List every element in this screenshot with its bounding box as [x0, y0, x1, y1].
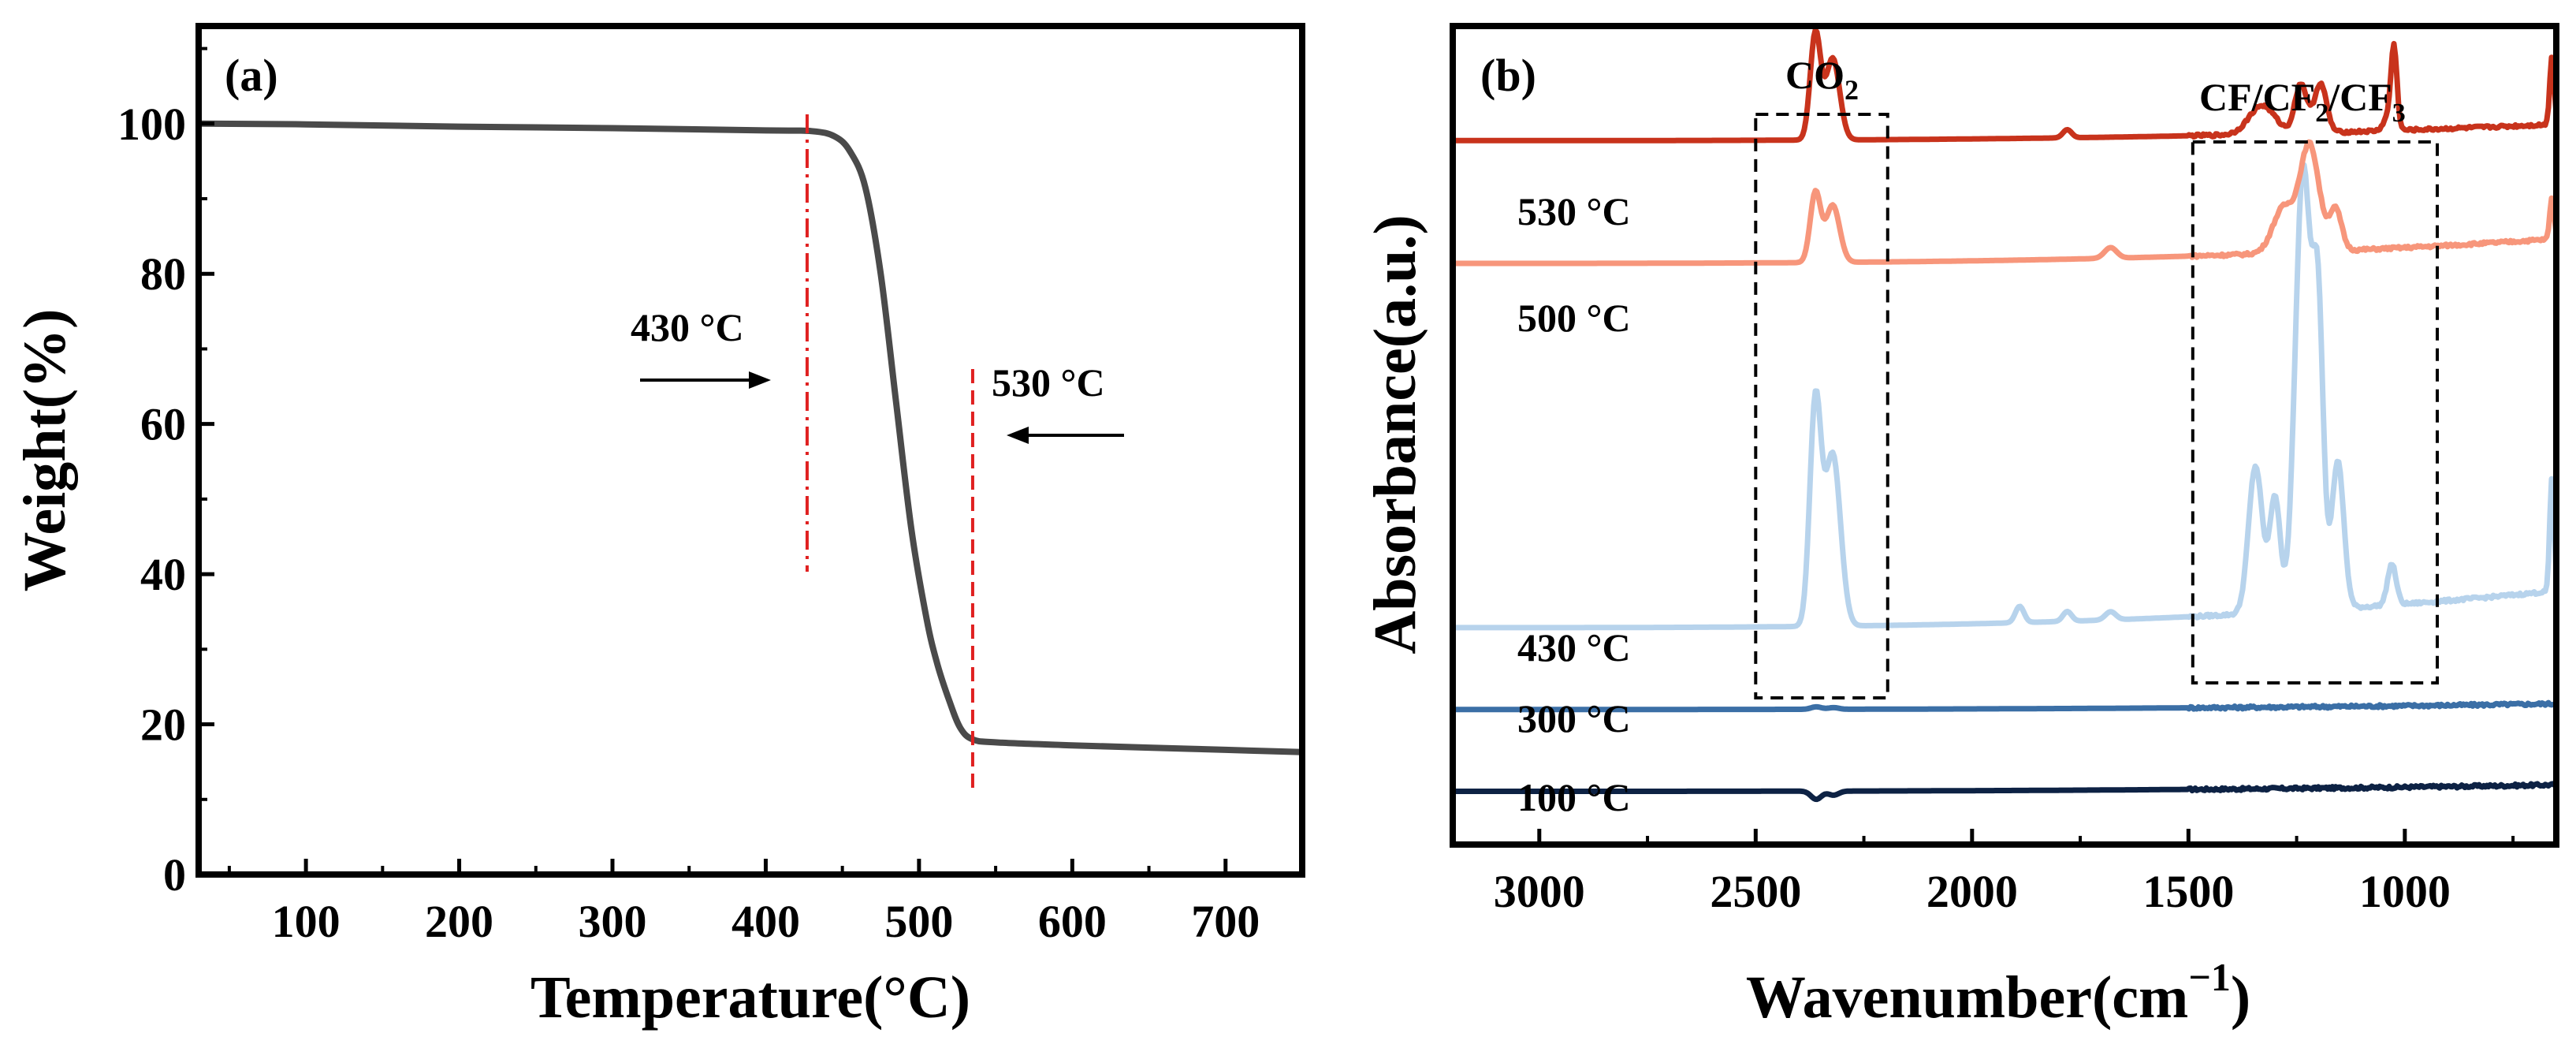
series-label-100: 100 °C: [1517, 775, 1631, 819]
spectrum-line: [1451, 781, 2559, 803]
series-label-500: 500 °C: [1517, 296, 1631, 340]
annotation-430: 430 °C: [631, 305, 744, 349]
spectrum-line: [1451, 139, 2559, 267]
series-label-530: 530 °C: [1517, 189, 1631, 233]
spectrum-line: [1451, 162, 2559, 631]
panel-b-curve-layer: [1451, 27, 2559, 803]
y-tick-label: 0: [163, 849, 186, 901]
y-tick-label: 100: [117, 99, 186, 150]
y-tick-label: 60: [140, 399, 186, 450]
panel-b-y-axis-title: Absorbance(a.u.): [1362, 214, 1428, 654]
panel-b-x-ticks: 3000 2500 2000 1500 1000: [1494, 829, 2451, 917]
annotation-530: 530 °C: [992, 360, 1105, 405]
panel-b-frame: [1450, 23, 2559, 848]
panel-a-minor-ticks: [199, 47, 1304, 875]
series-label-430: 430 °C: [1517, 625, 1631, 669]
region-box: [2191, 140, 2440, 684]
panel-b-dashed-boxes: [1754, 113, 2440, 699]
panel-a-y-axis-title: Weight(%): [12, 309, 78, 592]
x-tick-label: 1000: [2359, 866, 2451, 917]
x-tick-label: 600: [1038, 896, 1107, 947]
panel-a-y-ticks: 0 20 40 60 80 100: [117, 99, 214, 901]
x-tick-label: 500: [884, 896, 953, 947]
panel-b-label: (b): [1480, 50, 1536, 101]
panel-a-x-axis-title: Temperature(°C): [530, 964, 970, 1031]
series-label-300: 300 °C: [1517, 696, 1631, 740]
panel-a-tga: 100 200 300 400 500 600 700 0 20 40 60 80 100 (a) T…: [12, 23, 1305, 1031]
x-tick-label: 2500: [1710, 866, 1801, 917]
y-tick-label: 40: [140, 549, 186, 600]
cf-label: CF/CF2/CF3: [2199, 75, 2406, 128]
spectrum-line: [1451, 699, 2558, 713]
x-tick-label: 100: [272, 896, 341, 947]
panel-a-curve-layer: [198, 120, 1303, 755]
panel-b-x-axis-title: Wavenumber(cm−1): [1746, 955, 2250, 1031]
x-tick-label: 3000: [1494, 866, 1585, 917]
region-box: [1754, 113, 1889, 699]
x-tick-label: 400: [731, 896, 800, 947]
panel-a-markers: [805, 114, 974, 793]
y-tick-label: 80: [140, 248, 186, 300]
x-tick-label: 700: [1191, 896, 1260, 947]
panel-b-ftir: 3000 2500 2000 1500 1000 (b) CO2 CF/CF2/CF3 …: [1362, 23, 2559, 1031]
co2-label: CO2: [1785, 53, 1859, 106]
spectrum-line: [1451, 27, 2559, 144]
panel-a-label: (a): [225, 50, 278, 101]
panel-a-x-ticks: 100 200 300 400 500 600 700: [272, 859, 1260, 947]
arrow-left-icon: [1007, 427, 1124, 444]
arrow-right-icon: [640, 371, 771, 389]
y-tick-label: 20: [140, 699, 186, 751]
x-tick-label: 2000: [1926, 866, 2018, 917]
x-tick-label: 200: [425, 896, 493, 947]
panel-a-frame: [195, 23, 1305, 878]
x-tick-label: 1500: [2142, 866, 2234, 917]
x-tick-label: 300: [579, 896, 647, 947]
tga-curve: [198, 120, 1303, 755]
